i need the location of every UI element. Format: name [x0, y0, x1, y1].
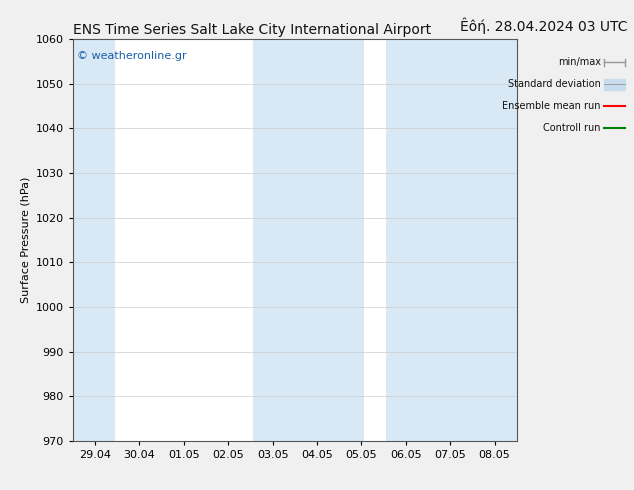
Text: Standard deviation: Standard deviation — [508, 79, 600, 89]
Bar — [252, 39, 363, 441]
Bar — [73, 39, 115, 441]
Y-axis label: Surface Pressure (hPa): Surface Pressure (hPa) — [20, 177, 30, 303]
Text: Controll run: Controll run — [543, 123, 600, 133]
Text: Êôή. 28.04.2024 03 UTC: Êôή. 28.04.2024 03 UTC — [460, 17, 628, 34]
Bar — [385, 39, 517, 441]
Text: Ensemble mean run: Ensemble mean run — [502, 101, 600, 111]
Text: min/max: min/max — [558, 57, 600, 67]
Text: © weatheronline.gr: © weatheronline.gr — [77, 51, 187, 61]
Text: ENS Time Series Salt Lake City International Airport: ENS Time Series Salt Lake City Internati… — [73, 23, 431, 37]
